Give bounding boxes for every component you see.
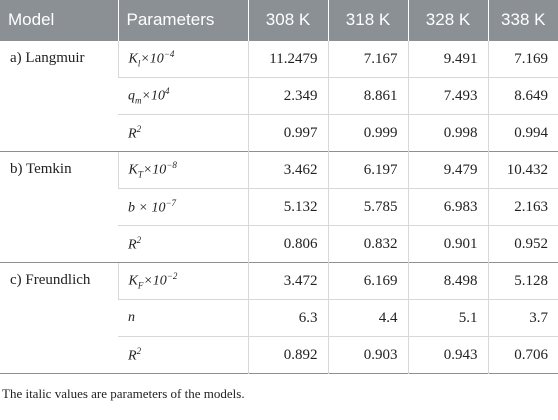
parameter-cell: Kl×10−4	[117, 40, 248, 78]
parameter-cell: KF×10−2	[117, 262, 248, 300]
data-table: Model Parameters 308 K 318 K 328 K 338 K a) L…	[0, 0, 558, 374]
parameter-cell: R2	[118, 225, 248, 263]
value-cell: 6.197	[327, 151, 408, 189]
value-cell: 0.999	[327, 114, 408, 152]
value-cell: 8.861	[327, 77, 408, 115]
header-cell: Parameters	[117, 0, 248, 41]
value-cell: 2.349	[247, 77, 328, 115]
header-cell: 338 K	[487, 0, 558, 41]
table-row: b) Temkin KT×10−8 3.462 6.197 9.479 10.432	[0, 151, 558, 263]
value-cell: 9.479	[407, 151, 488, 189]
table-row: R2 0.892 0.903 0.943 0.706	[0, 336, 558, 374]
parameter-cell: R2	[118, 114, 248, 152]
value-cell: 0.806	[247, 225, 328, 263]
value-cell: 8.649	[487, 77, 558, 115]
parameter-cell: KT×10−8	[117, 151, 248, 189]
parameter-symbol: K	[128, 51, 138, 67]
header-cell: Model	[0, 0, 118, 41]
value-cell: 0.903	[327, 336, 408, 374]
value-cell: 0.943	[407, 336, 488, 374]
value-cell: 3.7	[487, 299, 558, 337]
parameter-symbol: n	[128, 310, 135, 325]
model-cell: a) Langmuir	[0, 40, 118, 152]
value-cell: 8.498	[407, 262, 488, 300]
model-cell: b) Temkin	[0, 151, 118, 263]
parameter-exp: 2	[136, 345, 142, 356]
parameter-symbol: R	[128, 126, 137, 142]
header-row: Model Parameters 308 K 318 K 328 K 338 K	[0, 0, 558, 41]
table-row: R2 0.997 0.999 0.998 0.994	[0, 114, 558, 152]
value-cell: 3.472	[247, 262, 328, 300]
parameter-exp: −7	[165, 197, 177, 208]
table-body: a) Langmuir Kl×10−4 11.2479 7.167 9.491 7.169…	[0, 40, 558, 374]
value-cell: 6.169	[327, 262, 408, 300]
parameter-exp: 2	[136, 123, 142, 134]
parameter-exp: 2	[136, 234, 142, 245]
value-cell: 5.1	[407, 299, 488, 337]
value-cell: 0.832	[327, 225, 408, 263]
value-cell: 7.493	[407, 77, 488, 115]
table-row: b × 10−7 5.132 5.785 6.983 2.163	[0, 188, 558, 226]
parameter-cell: qm×104	[118, 77, 248, 115]
footnote: The italic values are parameters of the …	[2, 386, 245, 401]
parameter-cell: n	[118, 299, 248, 337]
value-cell: 2.163	[487, 188, 558, 226]
parameter-symbol: R	[128, 237, 137, 253]
table-row: n 6.3 4.4 5.1 3.7	[0, 299, 558, 337]
value-cell: 0.901	[407, 225, 488, 263]
parameter-exp: −8	[166, 160, 177, 171]
parameter-sub: m	[135, 95, 142, 106]
value-cell: 0.706	[487, 336, 558, 374]
header-cell: 328 K	[407, 0, 488, 41]
value-cell: 10.432	[487, 151, 558, 189]
value-cell: 4.4	[327, 299, 408, 337]
parameter-factor: ×10	[140, 51, 164, 67]
value-cell: 0.997	[247, 114, 328, 152]
parameter-factor: ×10	[141, 88, 165, 104]
parameter-cell: b × 10−7	[118, 188, 248, 226]
value-cell: 6.983	[407, 188, 488, 226]
parameter-exp: −4	[163, 49, 175, 60]
parameter-sub: F	[137, 280, 144, 291]
parameter-symbol: K	[128, 162, 138, 178]
parameter-symbol: q	[128, 88, 135, 104]
value-cell: 7.167	[327, 40, 408, 78]
value-cell: 5.785	[327, 188, 408, 226]
table-row: qm×104 2.349 8.861 7.493 8.649	[0, 77, 558, 115]
header-cell: 318 K	[327, 0, 408, 41]
value-cell: 11.2479	[247, 40, 328, 78]
value-cell: 0.998	[407, 114, 488, 152]
value-cell: 7.169	[487, 40, 558, 78]
header-cell: 308 K	[247, 0, 328, 41]
parameter-factor: ×10	[142, 162, 167, 178]
value-cell: 5.128	[487, 262, 558, 300]
parameter-cell: R2	[118, 336, 248, 374]
value-cell: 0.994	[487, 114, 558, 152]
value-cell: 0.952	[487, 225, 558, 263]
table-row: R2 0.806 0.832 0.901 0.952	[0, 225, 558, 263]
table-row: c) Freundlich KF×10−2 3.472 6.169 8.498 5.128	[0, 262, 558, 374]
value-cell: 6.3	[247, 299, 328, 337]
value-cell: 9.491	[407, 40, 488, 78]
parameter-symbol: R	[128, 348, 137, 364]
value-cell: 0.892	[247, 336, 328, 374]
parameter-sub: l	[137, 58, 141, 69]
model-cell: c) Freundlich	[0, 262, 118, 374]
table-row: a) Langmuir Kl×10−4 11.2479 7.167 9.491 7.169	[0, 40, 558, 152]
parameter-sub: T	[137, 169, 143, 180]
parameter-exp: −2	[166, 271, 178, 282]
parameter-symbol: b	[128, 200, 135, 216]
parameter-exp: 4	[164, 86, 170, 97]
parameter-factor: × 10	[135, 200, 166, 216]
parameter-factor: ×10	[143, 273, 167, 289]
value-cell: 3.462	[247, 151, 328, 189]
value-cell: 5.132	[247, 188, 328, 226]
parameter-symbol: K	[128, 273, 138, 289]
